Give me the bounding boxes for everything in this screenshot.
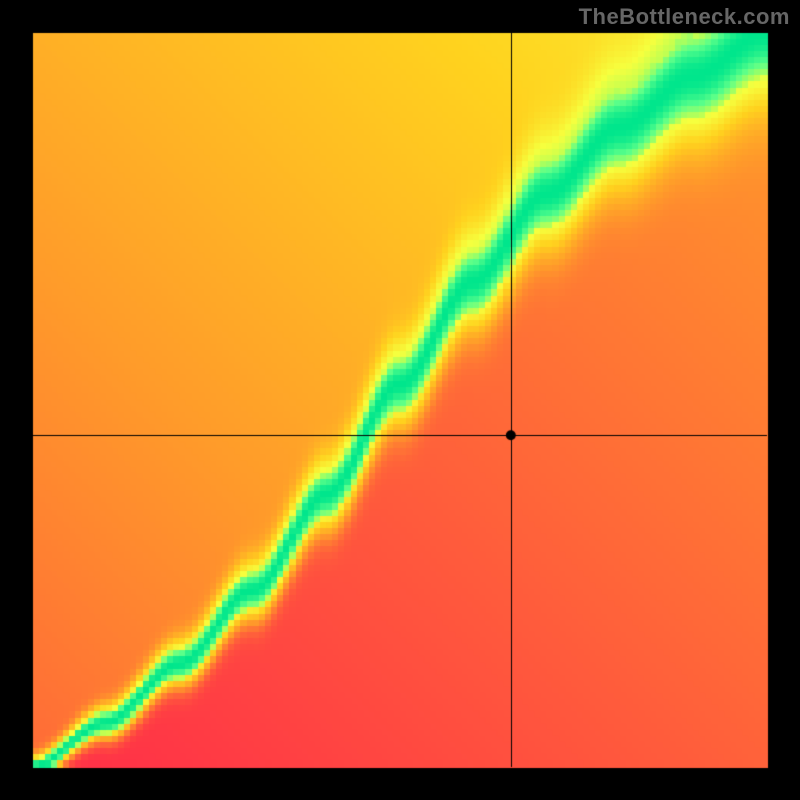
chart-container: TheBottleneck.com bbox=[0, 0, 800, 800]
watermark-text: TheBottleneck.com bbox=[579, 4, 790, 30]
bottleneck-heatmap bbox=[0, 0, 800, 800]
